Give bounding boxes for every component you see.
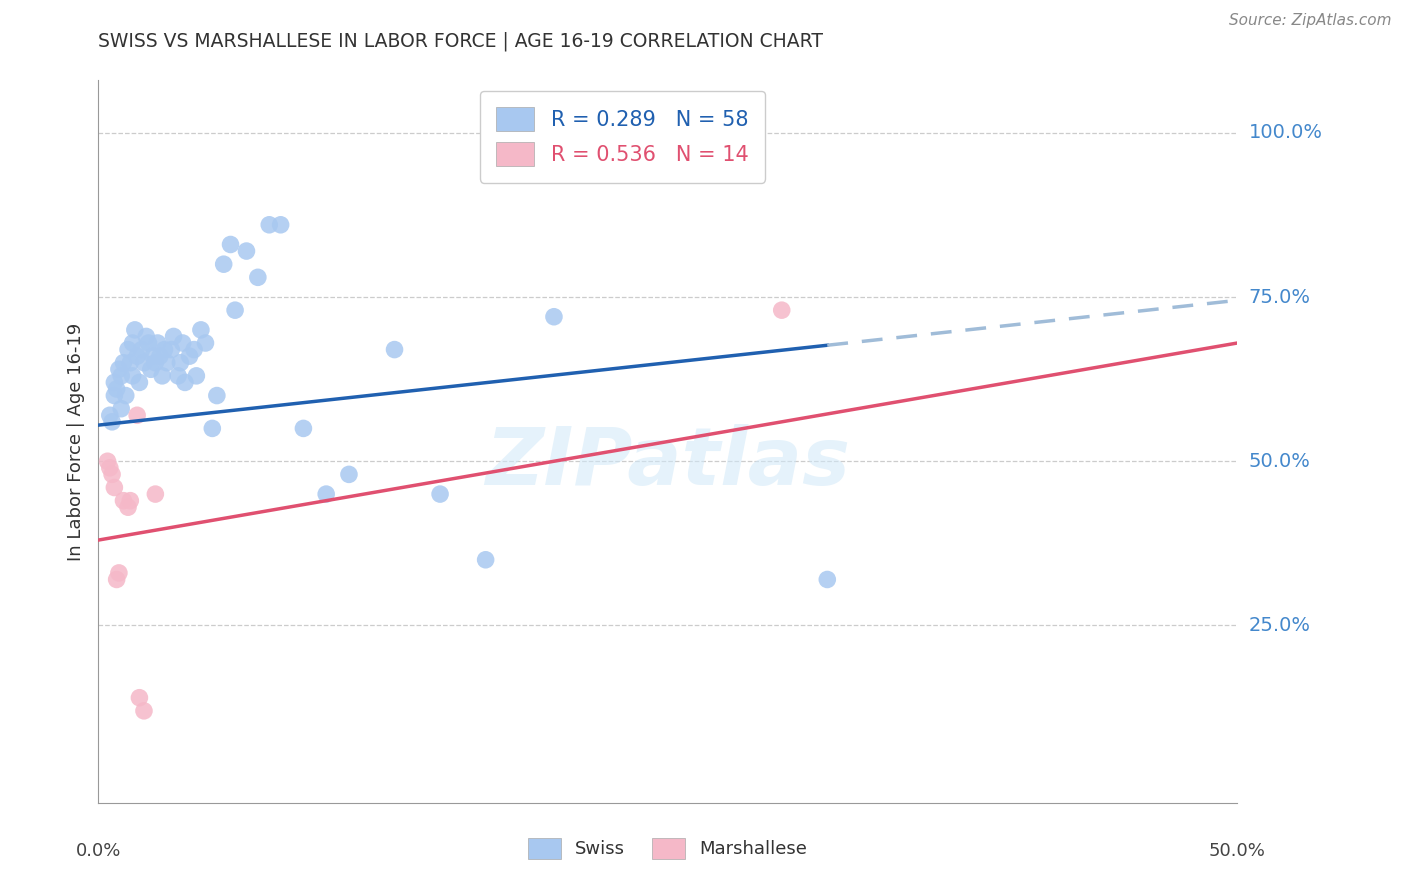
Point: [145, 356, 167, 370]
Point: [110, 368, 132, 383]
Y-axis label: In Labor Force | Age 16-19: In Labor Force | Age 16-19: [66, 322, 84, 561]
Point: [149, 349, 172, 363]
Point: [131, 343, 153, 357]
Point: [543, 310, 565, 324]
Point: [169, 356, 191, 370]
Point: [153, 343, 176, 357]
Point: [156, 356, 179, 370]
Point: [429, 487, 451, 501]
Point: [103, 481, 125, 495]
Point: [105, 382, 128, 396]
Point: [101, 467, 124, 482]
Point: [108, 566, 131, 580]
Point: [815, 573, 838, 587]
Point: [127, 409, 149, 423]
Point: [132, 356, 155, 370]
Point: [145, 487, 167, 501]
Point: [98, 409, 121, 423]
Point: [114, 388, 136, 402]
Point: [224, 303, 246, 318]
Point: [121, 336, 143, 351]
Point: [770, 303, 793, 318]
Point: [117, 500, 139, 515]
Point: [139, 362, 162, 376]
Text: Source: ZipAtlas.com: Source: ZipAtlas.com: [1229, 13, 1392, 29]
Point: [179, 349, 201, 363]
Point: [172, 336, 194, 351]
Point: [201, 421, 224, 435]
Point: [162, 329, 184, 343]
Point: [105, 573, 128, 587]
Text: ZIPatlas: ZIPatlas: [485, 425, 851, 502]
Point: [142, 349, 165, 363]
Point: [212, 257, 235, 271]
Point: [235, 244, 257, 258]
Point: [120, 493, 142, 508]
Point: [259, 218, 281, 232]
Point: [292, 421, 315, 435]
Point: [117, 343, 139, 357]
Text: 50.0%: 50.0%: [1249, 451, 1310, 471]
Text: 50.0%: 50.0%: [1209, 842, 1265, 860]
Point: [96, 454, 118, 468]
Point: [219, 237, 242, 252]
Point: [112, 356, 135, 370]
Point: [120, 356, 142, 370]
Text: 25.0%: 25.0%: [1249, 616, 1310, 635]
Point: [186, 368, 208, 383]
Point: [337, 467, 360, 482]
Point: [103, 388, 125, 402]
Point: [315, 487, 337, 501]
Point: [150, 368, 173, 383]
Point: [124, 323, 146, 337]
Point: [128, 376, 150, 390]
Point: [108, 362, 131, 376]
Point: [167, 368, 190, 383]
Point: [98, 460, 121, 475]
Point: [270, 218, 292, 232]
Point: [101, 415, 124, 429]
Legend: Swiss, Marshallese: Swiss, Marshallese: [522, 830, 814, 866]
Point: [190, 323, 212, 337]
Point: [135, 329, 157, 343]
Point: [132, 704, 155, 718]
Point: [205, 388, 228, 402]
Text: 0.0%: 0.0%: [76, 842, 121, 860]
Point: [174, 376, 197, 390]
Point: [183, 343, 205, 357]
Text: 100.0%: 100.0%: [1249, 123, 1323, 143]
Point: [138, 336, 160, 351]
Point: [634, 126, 657, 140]
Point: [110, 401, 132, 416]
Point: [128, 690, 150, 705]
Point: [384, 343, 406, 357]
Text: SWISS VS MARSHALLESE IN LABOR FORCE | AGE 16-19 CORRELATION CHART: SWISS VS MARSHALLESE IN LABOR FORCE | AG…: [98, 31, 824, 51]
Point: [121, 368, 143, 383]
Point: [246, 270, 269, 285]
Point: [112, 493, 135, 508]
Point: [474, 553, 496, 567]
Point: [146, 336, 169, 351]
Point: [194, 336, 217, 351]
Point: [160, 343, 183, 357]
Point: [127, 349, 149, 363]
Text: 75.0%: 75.0%: [1249, 287, 1310, 307]
Point: [103, 376, 125, 390]
